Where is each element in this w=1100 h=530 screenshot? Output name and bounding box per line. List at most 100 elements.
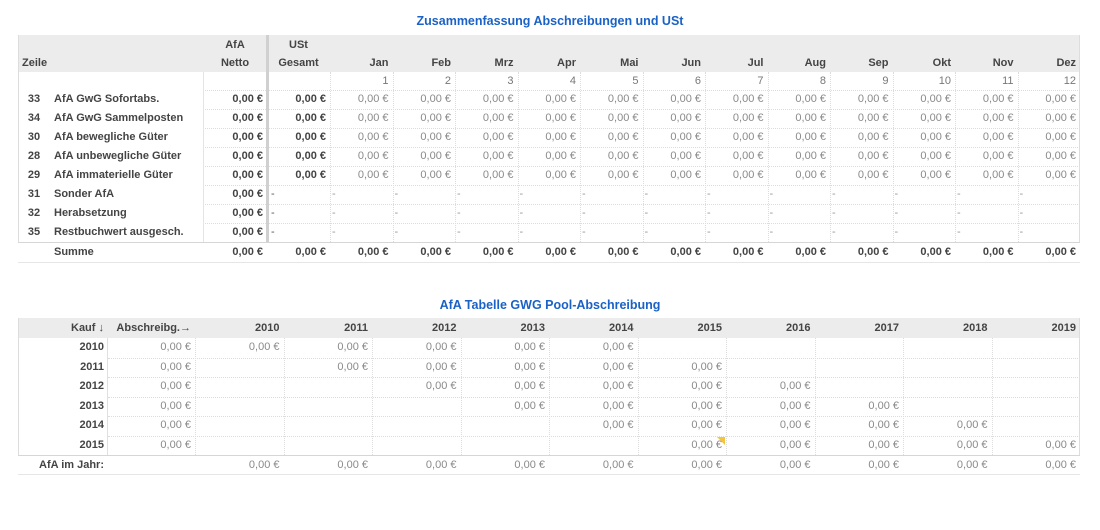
row-ust-gesamt[interactable]: 0,00 € — [295, 131, 326, 143]
row-year-value[interactable] — [903, 358, 992, 377]
header-month-apr[interactable]: Apr — [557, 57, 576, 69]
row-year-value[interactable]: 0,00 € — [514, 361, 545, 373]
row-month-value[interactable]: - — [519, 226, 524, 238]
row-month-value[interactable]: - — [1019, 188, 1024, 200]
header-month-sep[interactable]: Sep — [868, 57, 889, 69]
row-year-value[interactable] — [284, 377, 373, 396]
row-month-value[interactable]: - — [394, 226, 399, 238]
row-month-value[interactable]: 0,00 € — [795, 112, 826, 124]
row-month-value[interactable]: 0,00 € — [420, 169, 451, 181]
row-month-value[interactable]: - — [769, 226, 774, 238]
row-depreciation-amount[interactable]: 0,00 € — [160, 419, 191, 431]
row-month-value[interactable]: - — [394, 207, 399, 219]
row-month-value[interactable]: 0,00 € — [357, 93, 389, 105]
row-month-value[interactable]: 0,00 € — [732, 131, 764, 143]
row-month-value[interactable]: 0,00 € — [982, 169, 1014, 181]
row-afa-netto[interactable]: 0,00 € — [232, 150, 263, 162]
row-year-value[interactable]: 0,00 € — [779, 400, 811, 412]
row-year-value[interactable]: 0,00 € — [868, 439, 899, 451]
row-month-value[interactable]: 0,00 € — [1045, 112, 1076, 124]
row-year-value[interactable]: 0,00 € — [868, 419, 899, 431]
row-year-value[interactable] — [815, 338, 904, 357]
row-depreciation-amount[interactable]: 0,00 € — [160, 361, 191, 373]
header-abschreibung[interactable]: Abschreibg.→ — [116, 322, 191, 334]
row-ust-gesamt[interactable]: 0,00 € — [295, 169, 326, 181]
row-month-value[interactable]: 0,00 € — [920, 150, 951, 162]
row-year-value[interactable]: 0,00 € — [779, 419, 811, 431]
row-month-value[interactable]: - — [519, 188, 524, 200]
row-year-value[interactable]: 0,00 € — [691, 380, 722, 392]
row-month-value[interactable]: - — [457, 188, 461, 200]
row-month-value[interactable]: 0,00 € — [982, 112, 1014, 124]
row-month-value[interactable]: - — [582, 188, 586, 200]
row-month-value[interactable]: - — [394, 188, 399, 200]
row-month-value[interactable]: 0,00 € — [357, 150, 389, 162]
row-depreciation-amount[interactable]: 0,00 € — [160, 400, 191, 412]
row-month-value[interactable]: 0,00 € — [482, 169, 514, 181]
row-year-value[interactable] — [726, 338, 815, 357]
row-month-value[interactable]: - — [457, 207, 461, 219]
row-year-value[interactable] — [992, 377, 1081, 396]
row-year-value[interactable] — [195, 436, 284, 455]
row-month-value[interactable]: 0,00 € — [482, 131, 514, 143]
row-month-value[interactable]: 0,00 € — [482, 150, 514, 162]
row-ust-gesamt[interactable]: 0,00 € — [295, 112, 326, 124]
row-ust-gesamt[interactable]: - — [271, 207, 275, 219]
row-month-value[interactable]: 0,00 € — [357, 169, 389, 181]
header-month-aug[interactable]: Aug — [804, 57, 826, 69]
row-month-value[interactable]: 0,00 € — [982, 131, 1014, 143]
row-ust-gesamt[interactable]: 0,00 € — [295, 150, 326, 162]
row-month-value[interactable]: - — [957, 207, 961, 219]
row-year-value[interactable] — [815, 358, 904, 377]
row-year-value[interactable] — [903, 397, 992, 416]
row-month-value[interactable]: 0,00 € — [420, 131, 451, 143]
row-month-value[interactable]: - — [332, 226, 336, 238]
row-month-value[interactable]: 0,00 € — [920, 169, 951, 181]
row-month-value[interactable]: 0,00 € — [607, 150, 639, 162]
row-month-value[interactable]: - — [832, 188, 836, 200]
row-year-value[interactable]: 0,00 € — [248, 341, 280, 353]
header-year-2019[interactable]: 2019 — [1051, 322, 1076, 334]
row-year-value[interactable]: 0,00 € — [602, 361, 634, 373]
row-ust-gesamt[interactable]: 0,00 € — [295, 93, 326, 105]
row-year-value[interactable] — [372, 436, 461, 455]
row-month-value[interactable]: - — [644, 188, 649, 200]
row-afa-netto[interactable]: 0,00 € — [232, 112, 263, 124]
row-year-value[interactable] — [992, 397, 1081, 416]
row-month-value[interactable]: 0,00 € — [732, 150, 764, 162]
row-afa-netto[interactable]: 0,00 € — [232, 226, 263, 238]
row-month-value[interactable]: - — [519, 207, 524, 219]
row-month-value[interactable]: 0,00 € — [545, 93, 576, 105]
row-month-value[interactable]: - — [832, 207, 836, 219]
row-month-value[interactable]: 0,00 € — [607, 93, 639, 105]
row-afa-netto[interactable]: 0,00 € — [232, 93, 263, 105]
row-month-value[interactable]: 0,00 € — [357, 112, 389, 124]
row-year-value[interactable]: 0,00 € — [514, 341, 545, 353]
row-year-value[interactable] — [284, 416, 373, 435]
row-month-value[interactable]: - — [957, 226, 961, 238]
header-year-2013[interactable]: 2013 — [520, 322, 545, 334]
row-year-value[interactable]: 0,00 € — [425, 361, 457, 373]
row-month-value[interactable]: 0,00 € — [670, 150, 701, 162]
row-month-value[interactable]: 0,00 € — [795, 169, 826, 181]
row-month-value[interactable]: - — [1019, 207, 1024, 219]
row-month-value[interactable]: 0,00 € — [1045, 150, 1076, 162]
row-month-value[interactable]: - — [957, 188, 961, 200]
header-month-jul[interactable]: Jul — [747, 57, 764, 69]
header-month-nov[interactable]: Nov — [992, 57, 1014, 69]
row-year-value[interactable]: 0,00 € — [691, 439, 722, 451]
row-month-value[interactable]: 0,00 € — [545, 131, 576, 143]
header-month-dez[interactable]: Dez — [1056, 57, 1076, 69]
row-year-value[interactable]: 0,00 € — [602, 400, 634, 412]
row-year-value[interactable]: 0,00 € — [1045, 439, 1076, 451]
row-year-value[interactable] — [195, 397, 284, 416]
row-year-value[interactable] — [549, 436, 638, 455]
row-month-value[interactable]: - — [1019, 226, 1024, 238]
row-month-value[interactable]: 0,00 € — [732, 93, 764, 105]
row-year-value[interactable]: 0,00 € — [956, 439, 988, 451]
row-month-value[interactable]: 0,00 € — [857, 169, 889, 181]
header-year-2014[interactable]: 2014 — [609, 322, 634, 334]
row-month-value[interactable]: - — [707, 207, 711, 219]
row-month-value[interactable]: - — [894, 207, 899, 219]
row-year-value[interactable] — [372, 416, 461, 435]
